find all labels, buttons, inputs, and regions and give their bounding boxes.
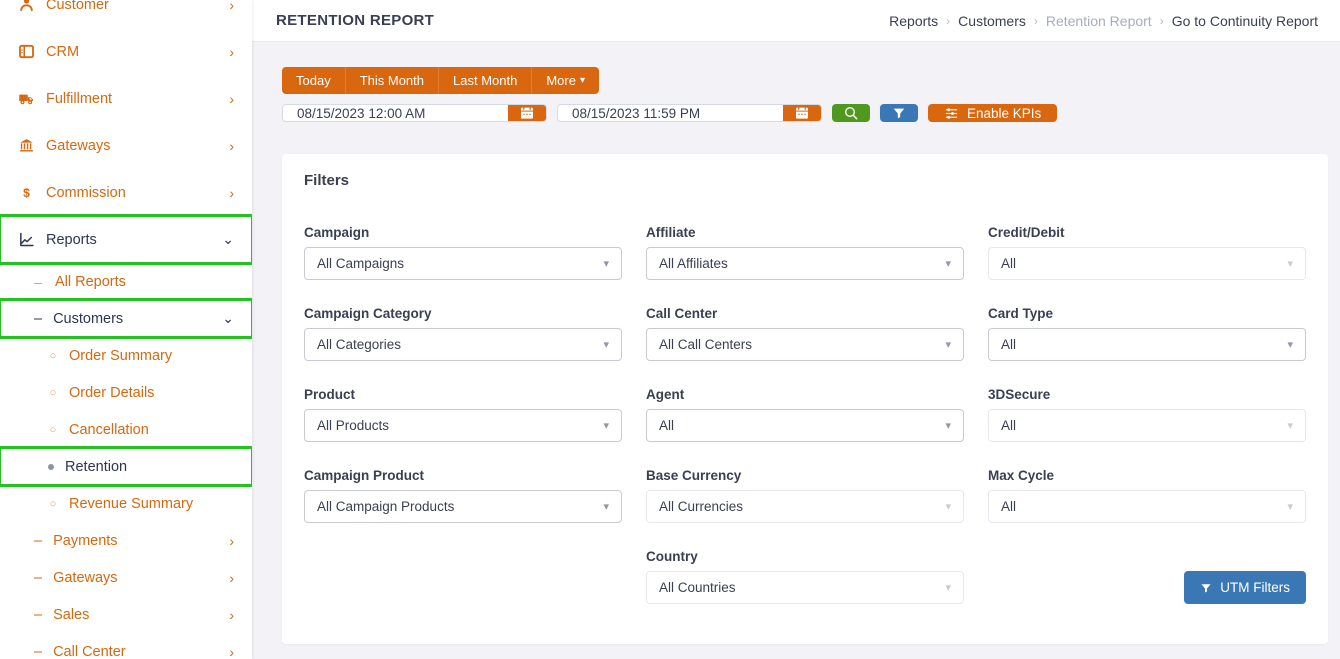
svg-text:$: $ [23, 186, 30, 200]
